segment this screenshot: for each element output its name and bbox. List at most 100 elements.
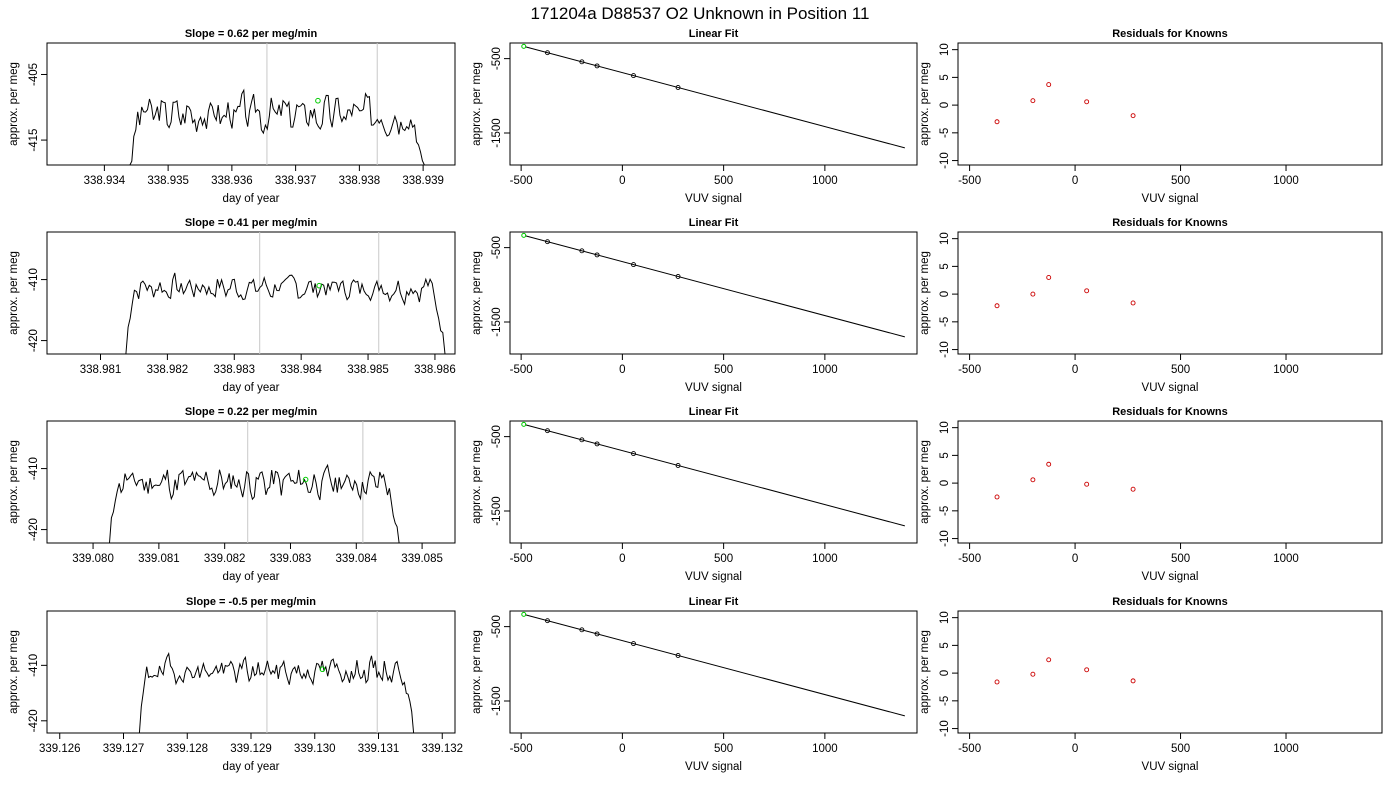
x-tick-label: -500	[510, 364, 533, 376]
x-tick-label: 338.934	[84, 175, 126, 187]
panel-1-1: Linear Fit VUV signal approx. per meg -500 0…	[471, 217, 918, 394]
x-tick-label: 1000	[812, 364, 838, 376]
y-tick-label: -420	[28, 709, 40, 732]
data-point	[631, 451, 636, 457]
x-tick-label: 500	[714, 743, 733, 755]
y-tick-label: -500	[491, 236, 503, 259]
x-tick-label: -500	[958, 743, 981, 755]
x-axis-label: day of year	[223, 382, 280, 394]
x-tick-label: 339.129	[230, 743, 272, 755]
y-tick-label: 0	[939, 102, 951, 108]
y-tick-label: -1500	[491, 496, 503, 525]
data-point	[1030, 291, 1036, 297]
y-tick-label: -410	[28, 654, 40, 677]
panel-3-2: Residuals for Knowns VUV signal approx. pe…	[919, 596, 1383, 773]
x-axis-label: VUV signal	[1142, 761, 1199, 773]
unknown-point	[521, 611, 527, 617]
x-tick-label: 338.983	[213, 364, 255, 376]
x-tick-label: 1000	[1273, 175, 1299, 187]
fit-line	[525, 235, 905, 338]
y-tick-label: 5	[939, 452, 951, 458]
x-tick-label: 338.939	[402, 175, 444, 187]
y-tick-label: 0	[939, 291, 951, 297]
data-point	[994, 303, 1000, 309]
x-tick-label: 500	[1171, 743, 1190, 755]
panel-title: Linear Fit	[689, 596, 739, 608]
data-point	[675, 653, 681, 658]
x-tick-label: 338.936	[211, 175, 253, 187]
x-tick-label: 1000	[812, 743, 838, 755]
y-tick-label: -5	[939, 696, 951, 706]
y-tick-label: 5	[939, 74, 951, 80]
data-point	[631, 262, 636, 268]
x-tick-label: -500	[510, 175, 533, 187]
unknown-point	[521, 421, 527, 427]
mean-marker	[316, 282, 323, 289]
panel-title: Linear Fit	[689, 406, 739, 418]
x-tick-label: 500	[714, 553, 733, 565]
panel-2-0: Slope = 0.22 per meg/min day of year appro…	[8, 406, 456, 583]
y-axis-label: approx. per meg	[471, 440, 483, 524]
panel-2-2: Residuals for Knowns VUV signal approx. pe…	[919, 406, 1383, 583]
signal-trace	[125, 272, 446, 355]
x-tick-label: 339.132	[421, 743, 463, 755]
x-tick-label: 0	[1072, 743, 1078, 755]
x-tick-label: 339.081	[138, 553, 180, 565]
data-point	[1030, 477, 1036, 483]
x-tick-label: 338.938	[339, 175, 381, 187]
y-tick-label: -10	[939, 341, 951, 358]
x-tick-label: 0	[619, 364, 625, 376]
data-point	[594, 63, 600, 69]
x-tick-label: 1000	[1273, 364, 1299, 376]
x-axis-label: VUV signal	[1142, 571, 1199, 583]
y-tick-label: -420	[28, 518, 40, 541]
fit-line	[525, 614, 905, 717]
x-tick-label: 1000	[1273, 553, 1299, 565]
x-axis-label: day of year	[223, 761, 280, 773]
y-tick-label: -1500	[491, 307, 503, 336]
y-tick-label: 10	[939, 421, 951, 434]
x-tick-label: 0	[1072, 553, 1078, 565]
panel-title: Residuals for Knowns	[1112, 217, 1228, 229]
plot-frame	[46, 420, 456, 544]
panel-0-1: Linear Fit VUV signal approx. per meg -500 0…	[471, 28, 918, 205]
x-tick-label: 1000	[1273, 743, 1299, 755]
data-point	[1046, 275, 1052, 280]
panel-title: Residuals for Knowns	[1112, 406, 1228, 418]
y-axis-label: approx. per meg	[919, 251, 931, 335]
data-point	[1084, 288, 1090, 294]
x-tick-label: 339.084	[336, 553, 378, 565]
mean-marker	[319, 666, 326, 673]
x-tick-label: 338.981	[80, 364, 122, 376]
figure-title: 171204a D88537 O2 Unknown in Position 11	[531, 4, 870, 23]
y-axis-label: approx. per meg	[8, 440, 20, 524]
x-tick-label: 500	[1171, 175, 1190, 187]
x-axis-label: VUV signal	[685, 382, 742, 394]
x-tick-label: 339.126	[39, 743, 81, 755]
data-point	[594, 441, 600, 447]
data-point	[1130, 113, 1136, 119]
signal-trace	[129, 88, 425, 166]
y-tick-label: -10	[939, 720, 951, 737]
y-tick-label: 0	[939, 670, 951, 676]
y-tick-label: -500	[491, 47, 503, 70]
plot-frame	[509, 231, 918, 355]
x-tick-label: 339.131	[358, 743, 400, 755]
y-axis-label: approx. per meg	[471, 251, 483, 335]
x-tick-label: 339.128	[166, 743, 208, 755]
data-point	[594, 631, 600, 637]
data-point	[594, 252, 600, 258]
y-tick-label: -405	[28, 63, 40, 86]
y-axis-label: approx. per meg	[471, 630, 483, 714]
x-tick-label: 339.130	[294, 743, 336, 755]
unknown-point	[521, 43, 527, 49]
y-tick-label: 5	[939, 263, 951, 269]
x-tick-label: 1000	[812, 553, 838, 565]
x-tick-label: -500	[958, 175, 981, 187]
x-tick-label: -500	[958, 364, 981, 376]
panel-title: Slope = 0.62 per meg/min	[185, 28, 318, 40]
data-point	[1084, 99, 1090, 105]
data-point	[675, 463, 681, 468]
data-point	[631, 641, 636, 647]
panel-title: Slope = 0.22 per meg/min	[185, 406, 318, 418]
